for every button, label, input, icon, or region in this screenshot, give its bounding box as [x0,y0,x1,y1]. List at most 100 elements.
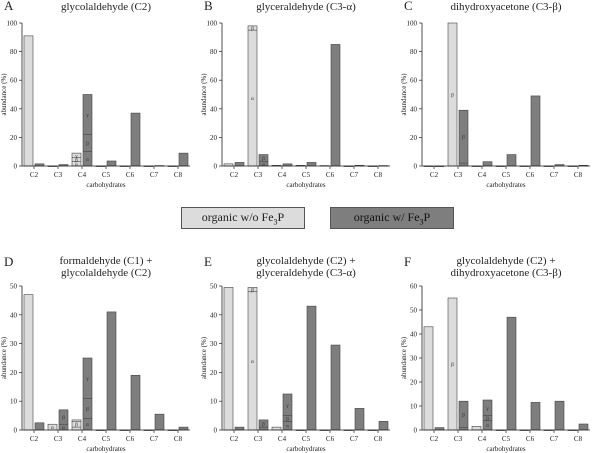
x-tick-label: C8 [374,435,383,443]
y-tick-label: 20 [210,134,218,142]
isomer-label: α [251,359,254,365]
isomer-label: β [75,422,78,428]
x-tick-label: C2 [230,435,239,443]
x-tick-label: C6 [326,171,335,179]
legend-with-fe3p: organic w/ Fe3P [330,207,454,229]
chart-title: dihydroxyacetone (C3-β) [451,1,562,13]
y-tick-label: 30 [210,340,218,348]
y-tick-label: 40 [10,311,18,319]
y-tick-label: 0 [14,163,18,171]
panel-letter: A [4,0,14,13]
isomer-label: α [286,424,289,430]
isomer-label: α [62,425,65,431]
x-tick-label: C3 [54,171,63,179]
y-tick-label: 80 [210,48,218,56]
isomer-label: β [462,412,465,418]
y-tick-label: 50 [210,283,218,291]
x-tick-label: C4 [78,171,87,179]
x-tick-label: C5 [102,435,111,443]
bar-with-fe3p [306,162,317,167]
x-tick-label: C2 [230,171,239,179]
x-tick-label: C8 [574,171,583,179]
y-tick-label: 20 [10,369,18,377]
y-tick-label: 40 [210,311,218,319]
x-tick-label: C6 [526,171,535,179]
chart-title: glycolaldehyde (C2) + [256,255,355,267]
y-tick-label: 60 [410,77,418,85]
isomer-label: β [262,422,265,428]
isomer-label: α [51,425,54,431]
bar-without-fe3p [271,426,282,431]
panel-letter: F [404,254,411,269]
x-tick-label: C5 [302,171,311,179]
x-tick-label: C2 [30,171,39,179]
x-axis-label: carbohydrates [86,445,126,453]
bar-with-fe3p [154,413,165,431]
chart-title: dihydroxyacetone (C3-β) [451,267,562,279]
x-tick-label: C5 [502,171,511,179]
bar-without-fe3p [23,294,34,431]
x-tick-label: C7 [350,171,359,179]
bar-with-fe3p [34,422,45,431]
x-tick-label: C4 [478,435,487,443]
isomer-label: β [62,415,65,421]
isomer-label: α [486,423,489,429]
y-tick-label: 40 [410,331,418,339]
isomer-label: α [262,162,265,168]
bar-with-fe3p [234,162,245,167]
bar-with-fe3p [530,95,541,167]
y-tick-label: 40 [210,105,218,113]
y-tick-label: 0 [414,163,418,171]
x-tick-label: C8 [174,435,183,443]
isomer-label: α [86,157,89,163]
x-axis-label: carbohydrates [486,181,526,189]
panel-letter: E [204,254,212,269]
y-tick-label: 80 [410,48,418,56]
x-tick-label: C8 [174,171,183,179]
bar-with-fe3p [106,160,117,167]
x-tick-label: C3 [454,171,463,179]
bar-with-fe3p [178,152,189,167]
isomer-label: β [251,288,254,294]
y-axis-label: abundance (%) [400,336,408,379]
y-tick-label: 100 [7,20,18,28]
x-axis-label: carbohydrates [286,181,326,189]
x-tick-label: C2 [430,435,439,443]
isomer-label: β [286,416,289,422]
x-tick-label: C4 [478,171,487,179]
x-tick-label: C4 [278,171,287,179]
x-tick-label: C5 [302,435,311,443]
x-tick-label: C4 [278,435,287,443]
x-tick-label: C3 [254,435,263,443]
isomer-label: β [486,416,489,422]
x-axis-label: carbohydrates [86,181,126,189]
y-tick-label: 20 [210,369,218,377]
isomer-label: γ [85,376,89,382]
panel-letter: D [4,254,13,269]
bar-with-fe3p [130,112,141,167]
x-tick-label: C6 [126,171,135,179]
bar-with-fe3p [306,305,317,431]
isomer-label: β [251,26,254,32]
x-tick-label: C4 [78,435,87,443]
bar-with-fe3p [178,426,189,431]
bar-with-fe3p [82,357,93,431]
bar-with-fe3p [506,154,517,167]
x-tick-label: C8 [574,435,583,443]
isomer-label: γ [74,153,78,159]
y-axis-label: abundance (%) [200,73,208,116]
x-tick-label: C7 [150,171,159,179]
x-tick-label: C7 [350,435,359,443]
bar-with-fe3p [130,374,141,431]
bar-with-fe3p [530,402,541,431]
isomer-label: β [86,406,89,412]
isomer-label: β [262,156,265,162]
y-tick-label: 20 [410,134,418,142]
x-tick-label: C6 [126,435,135,443]
y-axis-label: abundance (%) [0,73,8,116]
bar-with-fe3p [378,421,389,431]
isomer-label: β [462,135,465,141]
legend-light-label: organic w/o Fe3P [201,209,285,227]
x-axis-label: carbohydrates [286,445,326,453]
y-tick-label: 30 [410,355,418,363]
